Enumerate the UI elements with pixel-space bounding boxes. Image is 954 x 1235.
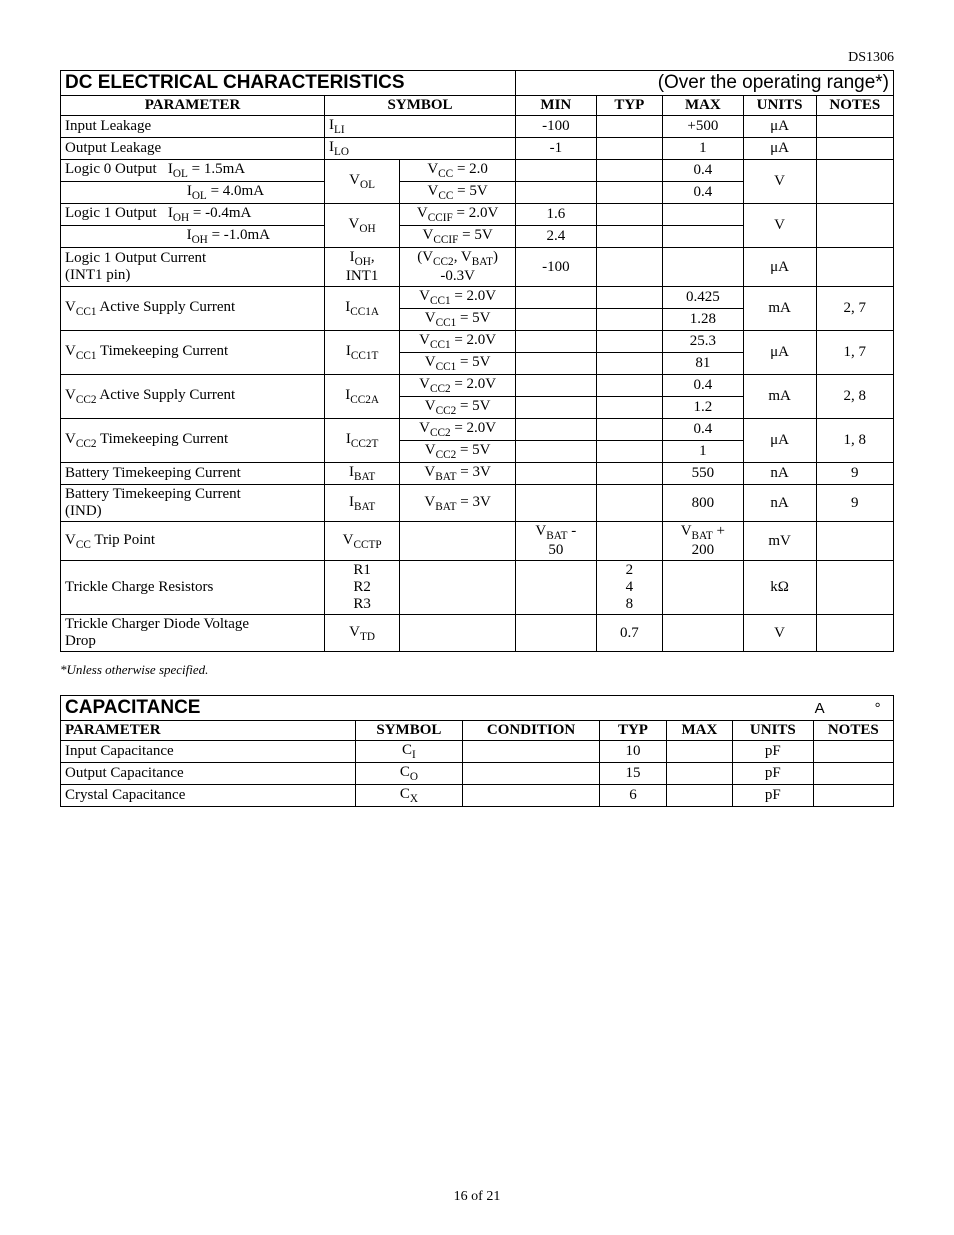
row-input-cap: Input Capacitance CI 10 pF: [61, 741, 894, 763]
row-trickle-resistors: Trickle Charge Resistors R1R2R3 248 kΩ: [61, 561, 894, 615]
table1-header-row: PARAMETER SYMBOL MIN TYP MAX UNITS NOTES: [61, 96, 894, 116]
row-crystal-cap: Crystal Capacitance CX 6 pF: [61, 785, 894, 807]
row-vcc2-time-a: VCC2 Timekeeping Current ICC2T VCC2 = 2.…: [61, 419, 894, 441]
dc-characteristics-table: DC ELECTRICAL CHARACTERISTICS (Over the …: [60, 70, 894, 652]
row-logic0-a: Logic 0 Output IOL = 1.5mA VOL VCC = 2.0…: [61, 160, 894, 182]
table1-title: DC ELECTRICAL CHARACTERISTICS: [61, 71, 516, 96]
row-vcc2-active-a: VCC2 Active Supply Current ICC2A VCC2 = …: [61, 375, 894, 397]
table2-header-row: PARAMETER SYMBOL CONDITION TYP MAX UNITS…: [61, 721, 894, 741]
table2-title: CAPACITANCE: [61, 696, 667, 721]
row-trip-point: VCC Trip Point VCCTP VBAT -50 VBAT +200 …: [61, 522, 894, 561]
row-input-leakage: Input Leakage ILI -100 +500 μA: [61, 116, 894, 138]
row-bat-time-ind: Battery Timekeeping Current(IND) IBAT VB…: [61, 485, 894, 522]
row-output-cap: Output Capacitance CO 15 pF: [61, 763, 894, 785]
row-logic1-current: Logic 1 Output Current(INT1 pin) IOH,INT…: [61, 248, 894, 287]
row-vcc1-time-a: VCC1 Timekeeping Current ICC1T VCC1 = 2.…: [61, 331, 894, 353]
row-logic1-a: Logic 1 Output IOH = -0.4mA VOH VCCIF = …: [61, 204, 894, 226]
table2-right-annotation: A °: [666, 696, 893, 721]
page-number: 16 of 21: [0, 1189, 954, 1205]
row-output-leakage: Output Leakage ILO -1 1 μA: [61, 138, 894, 160]
capacitance-table: CAPACITANCE A ° PARAMETER SYMBOL CONDITI…: [60, 695, 894, 807]
row-bat-time: Battery Timekeeping Current IBAT VBAT = …: [61, 463, 894, 485]
row-diode-drop: Trickle Charger Diode VoltageDrop VTD 0.…: [61, 615, 894, 652]
part-number: DS1306: [60, 50, 894, 66]
row-vcc1-active-a: VCC1 Active Supply Current ICC1A VCC1 = …: [61, 287, 894, 309]
footnote: *Unless otherwise specified.: [60, 662, 894, 678]
table1-subtitle: (Over the operating range*): [516, 71, 894, 96]
